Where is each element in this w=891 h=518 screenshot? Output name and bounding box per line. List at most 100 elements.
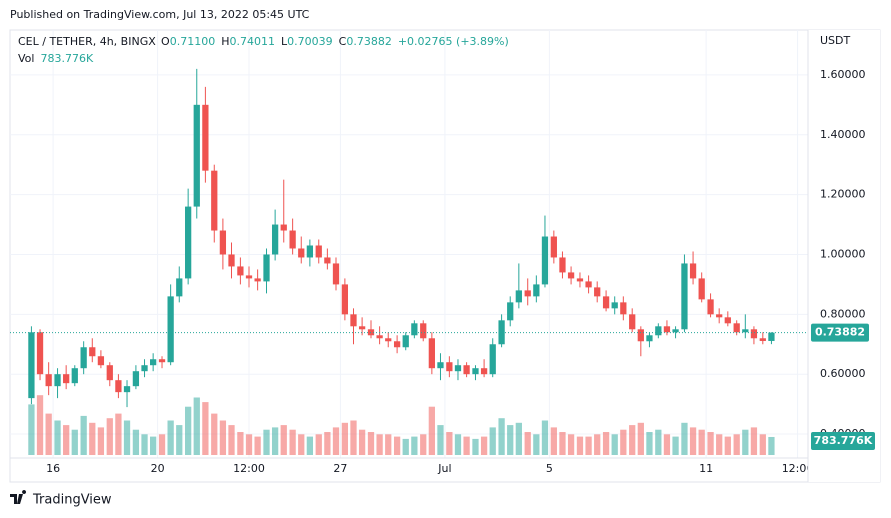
candle-body [759,338,766,341]
y-tick-label: 0.60000 [820,367,866,380]
volume-bar [637,422,644,455]
candle-body [263,254,270,282]
candle-body [550,236,557,258]
volume-bar [358,429,366,455]
candle-body [480,368,488,375]
candle-body [106,365,113,381]
candle-body [271,224,279,255]
logo-icon [10,490,27,504]
ohlc-key: O [161,35,170,48]
volume-tag [811,432,875,450]
candle-body [80,347,87,369]
candle-body [150,359,157,366]
volume-bar [245,434,253,455]
candle-body [689,263,697,279]
volume-bar [541,420,549,455]
change: +0.02765 (+3.89%) [398,35,509,48]
candle-body [158,359,166,363]
volume-bar [420,434,427,455]
candle-body [454,365,462,372]
candle-body [45,374,52,387]
ohlc-key: L [281,35,288,48]
candle-body [185,206,192,279]
volume-bar [742,429,749,455]
candle-body [141,365,148,372]
candle-body [498,320,505,345]
candle-body [576,278,584,282]
ohlc-key: H [221,35,229,48]
volume-bar [716,434,723,455]
volume-bar [524,432,531,455]
candle-body [637,329,644,342]
volume-bar [550,427,557,455]
candle-body [420,323,427,339]
candle-body [585,281,592,288]
volume-bar [158,434,166,455]
candle-body [663,326,671,333]
candle-body [524,290,531,297]
candle-body [315,245,322,258]
candle-body [428,338,435,369]
volume-bar [681,422,688,455]
volume-bar [36,395,44,455]
candle-body [36,332,44,375]
volume-bar [707,432,714,455]
volume-bar [663,434,671,455]
candle-body [176,278,183,297]
candle-body [63,374,70,384]
volume-bar [80,415,87,455]
volume-bar [646,432,653,455]
candle-body [202,104,209,171]
last-price-tag-text: 0.73882 [815,326,865,339]
candle-body [489,344,496,375]
candle-body [567,272,575,279]
candle-body [541,236,549,285]
x-tick-label: 20 [151,462,165,475]
volume-bar [97,427,105,455]
volume-bar [472,438,479,455]
volume-bar [411,436,418,455]
legend-line: CEL / TETHER, 4h, BINGX O0.71100 H0.74011 L… [18,35,509,48]
ohlc-value: 0.74011 [230,35,276,48]
candle-body [219,230,227,255]
volume-bar [89,422,96,455]
volume-bar [350,420,357,455]
volume-bar [576,436,584,455]
candle-body [629,314,636,330]
ohlc-value: 0.70039 [287,35,333,48]
candle-body [515,290,522,303]
candle-body [71,368,78,384]
volume-bar [228,425,235,455]
volume-bar [45,413,52,455]
candle-body [446,362,453,372]
volume-bar [629,425,636,455]
y-tick-label: 1.40000 [820,128,866,141]
candle-body [298,248,305,258]
volume-bar [393,436,401,455]
footer-logo: TradingView [10,490,112,508]
y-tick-label: 1.20000 [820,188,866,201]
candle-body [28,332,35,399]
volume-bar [454,434,462,455]
volume-bar [185,406,192,455]
candle-body [341,284,349,315]
volume-bar [463,436,470,455]
x-tick-label: 5 [546,462,553,475]
candle-body [306,245,314,258]
candle-body [280,224,287,231]
volume-bar [655,429,662,455]
volume-bar [332,427,340,455]
x-tick-label: 11 [699,462,713,475]
volume-bar [724,436,731,455]
volume-bar [515,422,522,455]
volume-bar [63,425,70,455]
volume-bar [585,436,592,455]
candle-body [402,335,409,348]
candle-body [611,302,618,309]
volume-bar [768,436,775,455]
x-tick-label: 27 [333,462,347,475]
candle-body [655,326,662,336]
candle-body [167,296,174,363]
candle-body [123,386,131,393]
